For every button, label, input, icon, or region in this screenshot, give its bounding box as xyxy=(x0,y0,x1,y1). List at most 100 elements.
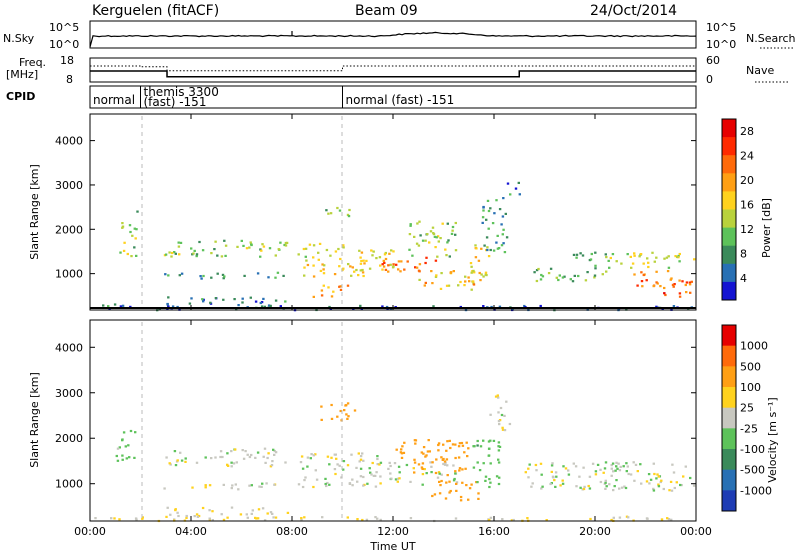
range-cell xyxy=(488,478,491,481)
range-cell xyxy=(670,277,673,280)
range-cell xyxy=(552,476,555,479)
range-cell xyxy=(492,439,496,442)
range-cell xyxy=(314,469,317,472)
cpid-panel: CPID normal themis 3300(fast) -151 normal … xyxy=(6,85,697,109)
power-y-ticks: 1000 2000 3000 4000 xyxy=(55,135,696,281)
range-cell xyxy=(472,466,476,469)
noise-left-tick-bottom: 10^0 xyxy=(49,38,79,51)
range-cell xyxy=(359,269,362,272)
range-cell xyxy=(435,236,438,239)
range-cell xyxy=(633,479,636,482)
range-cell xyxy=(261,243,264,246)
range-cell xyxy=(378,463,381,466)
range-cell xyxy=(662,487,665,491)
range-cell xyxy=(653,260,656,263)
range-cell xyxy=(468,487,472,490)
range-cell xyxy=(447,239,450,242)
range-cell xyxy=(584,279,588,282)
range-cell xyxy=(222,277,225,280)
x-tick-label: 04:00 xyxy=(175,525,207,538)
range-cell xyxy=(541,275,545,278)
range-cell xyxy=(444,497,448,500)
range-cell xyxy=(528,463,531,466)
power-colorbar: 4 8 12 16 20 24 28 xyxy=(721,118,754,301)
range-cell xyxy=(312,295,315,298)
range-cell xyxy=(312,264,315,267)
range-cell xyxy=(344,404,347,407)
range-cell xyxy=(351,484,354,487)
range-cell xyxy=(442,457,445,461)
range-cell xyxy=(409,480,412,483)
range-cell xyxy=(402,451,406,454)
range-cell xyxy=(673,486,676,490)
range-cell xyxy=(284,300,287,303)
range-cell xyxy=(603,467,607,470)
range-cell xyxy=(121,226,124,229)
range-cell xyxy=(413,235,416,238)
range-cell xyxy=(359,304,362,307)
range-cell xyxy=(459,499,463,502)
range-cell xyxy=(259,301,262,305)
range-cell xyxy=(94,517,97,520)
range-cell xyxy=(551,462,554,465)
range-cell xyxy=(674,255,677,258)
range-cell xyxy=(336,463,339,466)
range-cell xyxy=(446,222,449,225)
range-cell xyxy=(438,480,441,483)
range-cell xyxy=(406,260,409,263)
range-cell xyxy=(284,241,288,245)
velocity-colorbar: 1000 500 100 25 -25 -100 -500 -1000 xyxy=(721,324,772,512)
range-cell xyxy=(365,259,368,262)
range-cell xyxy=(425,454,428,457)
range-cell xyxy=(426,450,430,453)
range-cell xyxy=(124,445,127,448)
range-cell xyxy=(195,513,199,516)
range-cell xyxy=(195,253,199,256)
range-cell xyxy=(452,270,455,273)
range-cell xyxy=(330,456,333,459)
range-cell xyxy=(262,455,265,458)
range-cell xyxy=(639,253,643,256)
range-cell xyxy=(558,274,561,277)
range-cell xyxy=(612,516,615,519)
range-cell xyxy=(434,246,437,249)
range-cell xyxy=(417,244,421,247)
range-cell xyxy=(463,451,466,454)
range-cell xyxy=(204,456,207,459)
range-cell xyxy=(417,269,421,272)
range-cell xyxy=(571,280,575,283)
range-cell xyxy=(171,251,174,255)
range-cell xyxy=(325,484,328,488)
range-cell xyxy=(226,452,229,455)
freq-panel: Freq. [MHz] 18 8 60 0 Nave xyxy=(6,54,790,86)
range-cell xyxy=(265,482,268,485)
range-cell xyxy=(220,255,224,258)
range-cell xyxy=(134,517,138,520)
range-cell xyxy=(646,257,649,260)
range-cell xyxy=(610,474,613,477)
range-cell xyxy=(221,455,224,459)
range-cell xyxy=(439,237,442,240)
range-cell xyxy=(608,483,611,486)
range-cell xyxy=(361,268,364,272)
range-cell xyxy=(330,417,334,420)
range-cell xyxy=(388,461,391,464)
range-cell xyxy=(347,215,351,218)
range-cell xyxy=(684,465,687,468)
range-cell xyxy=(455,489,458,492)
range-cell xyxy=(374,474,377,477)
range-cell xyxy=(545,519,548,522)
range-cell xyxy=(663,286,666,290)
range-cell xyxy=(415,266,419,269)
range-cell xyxy=(141,516,144,519)
range-cell xyxy=(642,262,645,265)
range-cell xyxy=(652,462,655,465)
range-cell xyxy=(555,475,558,478)
noise-left-tick-top: 10^5 xyxy=(49,21,79,34)
range-cell xyxy=(473,445,476,448)
range-cell xyxy=(319,269,323,272)
range-cell xyxy=(498,445,502,448)
range-cell xyxy=(129,230,132,234)
power-frame xyxy=(89,113,697,311)
